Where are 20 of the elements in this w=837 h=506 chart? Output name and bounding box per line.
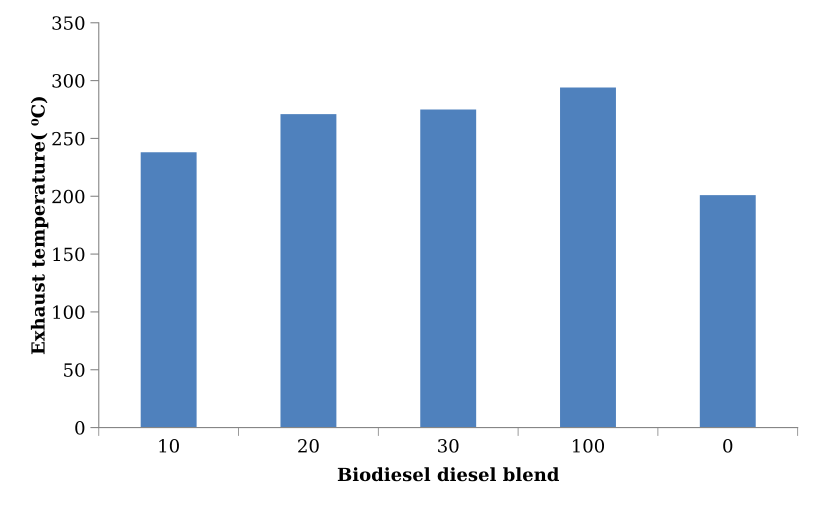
x-tick-label: 30 xyxy=(438,439,458,453)
bar xyxy=(560,88,616,428)
y-tick-label: 300 xyxy=(52,74,84,88)
x-tick-label: 0 xyxy=(723,439,732,453)
y-tick-label: 350 xyxy=(52,16,84,30)
x-tick-label: 20 xyxy=(298,439,319,453)
bar xyxy=(420,110,476,428)
x-tick-label: 100 xyxy=(572,439,604,453)
x-axis-title: Biodiesel diesel blend xyxy=(338,467,560,482)
y-tick-label: 0 xyxy=(75,421,84,435)
y-tick-label: 150 xyxy=(53,248,84,262)
bar xyxy=(280,114,336,428)
bar xyxy=(700,195,756,428)
bar xyxy=(140,152,197,428)
y-tick-label: 250 xyxy=(52,132,84,146)
y-axis-title: Exhaust temperature( ⁰C) xyxy=(30,97,48,354)
y-tick-label: 50 xyxy=(64,363,84,377)
x-tick-label: 10 xyxy=(159,439,179,453)
y-tick-label: 100 xyxy=(53,305,84,320)
y-tick-label: 200 xyxy=(52,190,84,204)
